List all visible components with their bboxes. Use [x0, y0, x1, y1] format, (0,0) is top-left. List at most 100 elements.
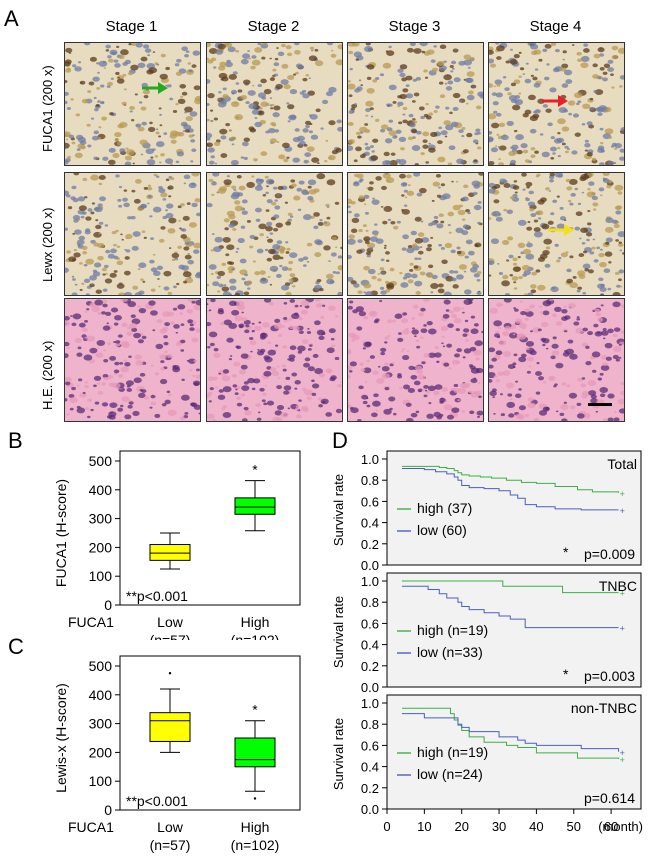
cell: [522, 273, 528, 277]
cell: [607, 417, 614, 421]
cell: [233, 361, 241, 367]
cell: [615, 358, 621, 362]
cell: [350, 107, 356, 111]
cell: [335, 408, 342, 414]
cell: [308, 189, 317, 195]
cell: [479, 93, 483, 99]
cell: [207, 346, 211, 349]
cell: [607, 287, 612, 291]
cell: [247, 377, 255, 384]
cell: [286, 247, 291, 251]
cell: [612, 301, 621, 308]
cell: [401, 194, 405, 197]
cell: [101, 402, 109, 407]
cell: [186, 359, 190, 362]
cell: [108, 58, 114, 63]
censor-mark: +: [620, 589, 625, 599]
cell: [408, 113, 414, 118]
cell: [207, 376, 215, 382]
cell: [607, 59, 614, 64]
cell: [492, 101, 499, 106]
cell: [310, 49, 314, 52]
cell: [166, 390, 171, 394]
cell: [267, 275, 271, 278]
cell: [439, 44, 447, 50]
cell: [540, 321, 549, 328]
cell: [366, 64, 375, 70]
cell: [494, 145, 498, 147]
cell: [268, 248, 276, 255]
cell: [182, 130, 186, 133]
cell: [83, 278, 91, 283]
cell: [398, 121, 403, 125]
cell: [95, 224, 102, 230]
cell: [273, 214, 280, 219]
cell: [489, 188, 496, 194]
cell: [570, 192, 576, 197]
cell: [517, 219, 527, 226]
cell: [208, 47, 218, 54]
cell: [133, 377, 142, 384]
cell: [597, 377, 603, 381]
cell: [239, 325, 244, 329]
cell: [467, 66, 471, 69]
cell: [498, 158, 502, 161]
cell: [259, 233, 264, 237]
cell: [240, 58, 249, 65]
cell: [554, 383, 558, 386]
cell: [400, 350, 404, 353]
micrograph-r1-c4: [488, 42, 625, 166]
cell: [617, 243, 624, 247]
cell: [90, 408, 94, 412]
cell: [580, 55, 590, 62]
cell: [109, 402, 118, 409]
cell: [587, 222, 592, 226]
cell: [416, 369, 424, 375]
cell: [566, 384, 571, 388]
cell: [599, 372, 604, 376]
cell: [85, 293, 90, 295]
p-value-label: p=0.003: [584, 668, 635, 684]
cell: [495, 216, 503, 222]
cell: [159, 161, 162, 164]
cell: [119, 404, 124, 408]
cell: [551, 343, 559, 349]
cell: [382, 62, 392, 69]
cell: [577, 58, 583, 62]
cell: [236, 402, 243, 407]
cell: [423, 394, 428, 398]
cell: [581, 377, 586, 380]
censor-mark: +: [620, 748, 625, 758]
cell: [221, 286, 230, 292]
cell: [349, 300, 354, 304]
outlier-point: [253, 797, 257, 800]
cell: [289, 357, 295, 362]
cell: [154, 372, 160, 376]
cell: [438, 213, 444, 218]
cell: [249, 128, 257, 133]
cell: [530, 154, 536, 158]
cell: [76, 148, 81, 151]
cell: [275, 83, 283, 90]
cell: [397, 101, 404, 107]
cell: [113, 255, 119, 260]
cell: [160, 226, 166, 230]
cell: [247, 50, 250, 53]
cell: [566, 186, 573, 191]
cell: [436, 194, 442, 198]
cell: [292, 157, 301, 163]
cell: [264, 175, 269, 179]
cell: [445, 86, 453, 91]
cell: [377, 272, 381, 275]
cell: [607, 67, 615, 73]
cell: [169, 162, 173, 165]
cell: [133, 332, 141, 339]
cell: [289, 215, 294, 218]
cell: [472, 390, 478, 395]
cell: [328, 260, 331, 262]
cell: [266, 400, 275, 406]
cell: [560, 404, 569, 410]
cell: [358, 195, 365, 200]
cell: [382, 173, 391, 179]
cell: [417, 232, 425, 237]
